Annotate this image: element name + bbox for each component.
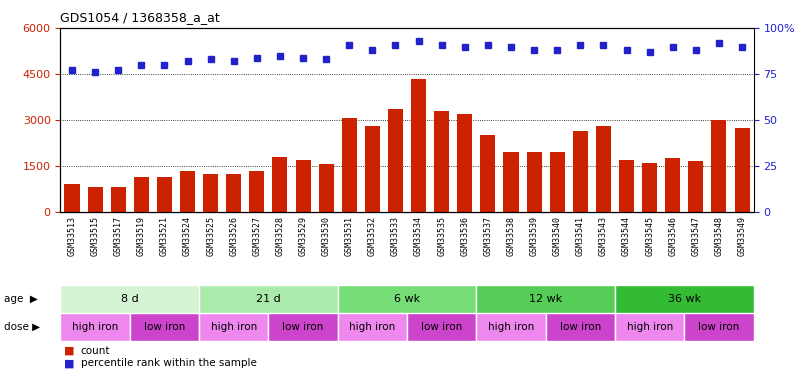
Text: GSM33519: GSM33519	[137, 216, 146, 255]
Text: high iron: high iron	[210, 322, 257, 332]
Bar	[342, 118, 357, 212]
Bar	[688, 161, 704, 212]
Bar	[504, 152, 518, 212]
Text: GSM33549: GSM33549	[737, 216, 746, 255]
Text: GSM33532: GSM33532	[368, 216, 377, 255]
Text: high iron: high iron	[488, 322, 534, 332]
Bar	[296, 160, 310, 212]
Bar	[272, 157, 288, 212]
Bar	[573, 131, 588, 212]
Text: GSM33547: GSM33547	[692, 216, 700, 255]
Text: GSM33513: GSM33513	[68, 216, 77, 255]
Bar	[457, 114, 472, 212]
Text: GSM33543: GSM33543	[599, 216, 608, 255]
Bar	[480, 135, 496, 212]
Text: GSM33545: GSM33545	[645, 216, 654, 255]
Text: GSM33530: GSM33530	[322, 216, 330, 255]
Text: GSM33528: GSM33528	[276, 216, 285, 255]
Bar	[550, 152, 565, 212]
Bar	[734, 128, 750, 212]
Text: 6 wk: 6 wk	[394, 294, 420, 304]
Text: GSM33544: GSM33544	[622, 216, 631, 255]
Text: GSM33539: GSM33539	[530, 216, 538, 255]
Bar	[411, 79, 426, 212]
Bar	[338, 313, 407, 341]
Bar	[318, 164, 334, 212]
Text: GSM33548: GSM33548	[714, 216, 724, 255]
Text: low iron: low iron	[282, 322, 324, 332]
Text: ■: ■	[64, 346, 75, 356]
Text: GSM33533: GSM33533	[391, 216, 400, 255]
Text: dose ▶: dose ▶	[4, 322, 40, 332]
Text: GSM33529: GSM33529	[298, 216, 308, 255]
Bar	[712, 120, 726, 212]
Bar	[60, 285, 199, 313]
Bar	[365, 126, 380, 212]
Bar	[130, 313, 199, 341]
Text: GSM33517: GSM33517	[114, 216, 123, 255]
Text: GSM33525: GSM33525	[206, 216, 215, 255]
Text: GSM33524: GSM33524	[183, 216, 192, 255]
Text: age  ▶: age ▶	[4, 294, 38, 304]
Bar	[199, 313, 268, 341]
Text: GSM33531: GSM33531	[345, 216, 354, 255]
Bar	[388, 109, 403, 212]
Bar	[338, 285, 476, 313]
Text: GSM33538: GSM33538	[506, 216, 516, 255]
Text: low iron: low iron	[559, 322, 601, 332]
Text: high iron: high iron	[626, 322, 673, 332]
Bar	[546, 313, 615, 341]
Bar	[268, 313, 338, 341]
Text: GDS1054 / 1368358_a_at: GDS1054 / 1368358_a_at	[60, 11, 220, 24]
Bar	[642, 163, 657, 212]
Text: GSM33536: GSM33536	[460, 216, 469, 255]
Bar	[526, 152, 542, 212]
Text: GSM33535: GSM33535	[437, 216, 447, 255]
Bar	[596, 126, 611, 212]
Bar	[476, 313, 546, 341]
Text: high iron: high iron	[349, 322, 396, 332]
Bar	[407, 313, 476, 341]
Text: percentile rank within the sample: percentile rank within the sample	[81, 358, 256, 368]
Bar	[110, 188, 126, 212]
Text: GSM33534: GSM33534	[414, 216, 423, 255]
Text: 21 d: 21 d	[256, 294, 280, 304]
Bar	[615, 285, 754, 313]
Bar	[60, 313, 130, 341]
Text: high iron: high iron	[72, 322, 118, 332]
Bar	[199, 285, 338, 313]
Bar	[615, 313, 684, 341]
Text: GSM33537: GSM33537	[484, 216, 492, 255]
Bar	[684, 313, 754, 341]
Text: GSM33541: GSM33541	[575, 216, 585, 255]
Bar	[619, 160, 634, 212]
Text: count: count	[81, 346, 110, 356]
Text: GSM33527: GSM33527	[252, 216, 261, 255]
Text: low iron: low iron	[421, 322, 463, 332]
Text: GSM33546: GSM33546	[668, 216, 677, 255]
Bar	[226, 174, 241, 212]
Bar	[665, 158, 680, 212]
Text: 36 wk: 36 wk	[667, 294, 701, 304]
Text: low iron: low iron	[698, 322, 740, 332]
Bar	[88, 188, 102, 212]
Text: GSM33540: GSM33540	[553, 216, 562, 255]
Text: GSM33521: GSM33521	[160, 216, 169, 255]
Bar	[134, 177, 149, 212]
Text: GSM33526: GSM33526	[229, 216, 239, 255]
Bar	[180, 171, 195, 212]
Bar	[476, 285, 615, 313]
Text: GSM33515: GSM33515	[90, 216, 100, 255]
Text: ■: ■	[64, 358, 75, 368]
Bar	[157, 177, 172, 212]
Bar	[203, 174, 218, 212]
Text: 8 d: 8 d	[121, 294, 139, 304]
Bar	[249, 171, 264, 212]
Bar	[64, 184, 80, 212]
Text: low iron: low iron	[143, 322, 185, 332]
Bar	[434, 111, 449, 212]
Text: 12 wk: 12 wk	[529, 294, 563, 304]
